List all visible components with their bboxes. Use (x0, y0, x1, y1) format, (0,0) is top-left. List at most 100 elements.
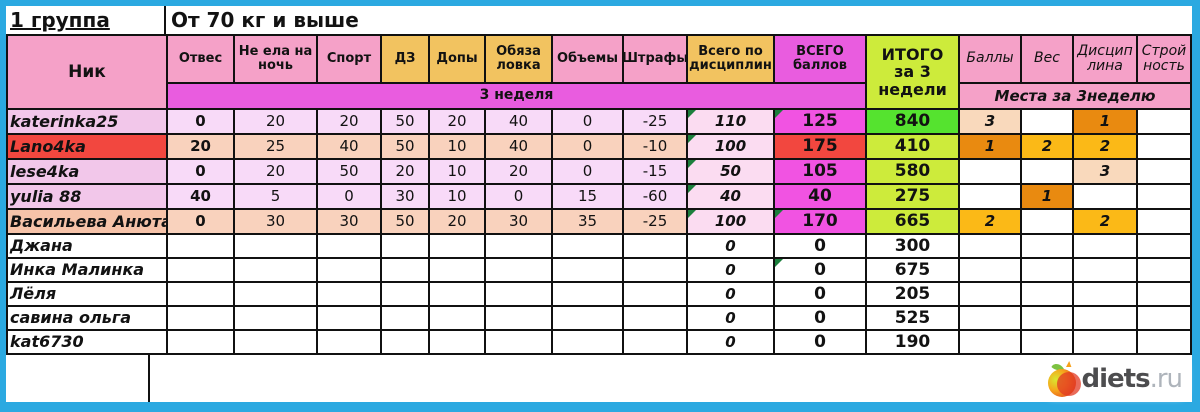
cell-ne-ela-na-noch[interactable] (235, 307, 318, 331)
cell-sport[interactable] (318, 331, 382, 355)
cell-dz[interactable] (382, 331, 430, 355)
cell-itogo[interactable]: 665 (867, 210, 960, 235)
cell-obyemy[interactable]: 0 (553, 110, 624, 135)
cell-obyazalovka[interactable] (486, 331, 553, 355)
cell-obyemy[interactable]: 35 (553, 210, 624, 235)
cell-sport[interactable] (318, 283, 382, 307)
cell-itogo[interactable]: 525 (867, 307, 960, 331)
cell-ne-ela-na-noch[interactable]: 20 (235, 110, 318, 135)
column-header-nick[interactable]: Ник (8, 36, 168, 110)
cell-otves[interactable] (168, 235, 235, 259)
cell-place-disciplina[interactable]: 2 (1074, 210, 1138, 235)
cell-place-ves[interactable] (1022, 259, 1074, 283)
cell-shtrafy[interactable] (624, 307, 688, 331)
cell-ne-ela-na-noch[interactable]: 5 (235, 185, 318, 210)
cell-dz[interactable]: 30 (382, 185, 430, 210)
cell-place-disciplina[interactable] (1074, 307, 1138, 331)
cell-otves[interactable]: 40 (168, 185, 235, 210)
cell-obyazalovka[interactable]: 20 (486, 160, 553, 185)
cell-itogo[interactable]: 675 (867, 259, 960, 283)
cell-sport[interactable]: 50 (318, 160, 382, 185)
column-header-otves[interactable]: Отвес (168, 36, 235, 84)
cell-dopy[interactable]: 10 (430, 185, 486, 210)
cell-place-bally[interactable]: 1 (960, 135, 1022, 160)
cell-ne-ela-na-noch[interactable]: 30 (235, 210, 318, 235)
cell-ne-ela-na-noch[interactable] (235, 235, 318, 259)
cell-obyazalovka[interactable] (486, 235, 553, 259)
cell-ne-ela-na-noch[interactable]: 25 (235, 135, 318, 160)
cell-itogo[interactable]: 300 (867, 235, 960, 259)
cell-shtrafy[interactable]: -25 (624, 210, 688, 235)
cell-place-bally[interactable]: 3 (960, 110, 1022, 135)
cell-dopy[interactable] (430, 235, 486, 259)
cell-shtrafy[interactable]: -60 (624, 185, 688, 210)
cell-place-stroynost[interactable] (1138, 283, 1192, 307)
cell-place-disciplina[interactable]: 1 (1074, 110, 1138, 135)
cell-nick[interactable]: kat6730 (8, 331, 168, 355)
cell-obyazalovka[interactable]: 40 (486, 135, 553, 160)
cell-vsego-po-disciplin[interactable]: 0 (688, 331, 775, 355)
cell-place-bally[interactable] (960, 235, 1022, 259)
cell-vsego-ballov[interactable]: 125 (775, 110, 867, 135)
places-merged-header[interactable]: Места за 3неделю (960, 84, 1192, 110)
column-header-obyemy[interactable]: Объемы (553, 36, 624, 84)
column-header-ne-ela-na-noch[interactable]: Не ела на ночь (235, 36, 318, 84)
cell-vsego-po-disciplin[interactable]: 50 (688, 160, 775, 185)
cell-shtrafy[interactable] (624, 259, 688, 283)
cell-ne-ela-na-noch[interactable] (235, 283, 318, 307)
cell-place-ves[interactable] (1022, 210, 1074, 235)
cell-place-bally[interactable] (960, 259, 1022, 283)
cell-vsego-ballov[interactable]: 105 (775, 160, 867, 185)
cell-vsego-po-disciplin[interactable]: 100 (688, 135, 775, 160)
cell-vsego-ballov[interactable]: 40 (775, 185, 867, 210)
column-header-disciplina[interactable]: Дисцип лина (1074, 36, 1138, 84)
cell-dopy[interactable]: 10 (430, 160, 486, 185)
cell-dopy[interactable]: 10 (430, 135, 486, 160)
cell-obyemy[interactable] (553, 283, 624, 307)
cell-place-stroynost[interactable] (1138, 135, 1192, 160)
cell-shtrafy[interactable]: -15 (624, 160, 688, 185)
cell-place-disciplina[interactable] (1074, 235, 1138, 259)
cell-place-stroynost[interactable] (1138, 160, 1192, 185)
cell-dz[interactable]: 50 (382, 210, 430, 235)
cell-place-disciplina[interactable]: 3 (1074, 160, 1138, 185)
cell-nick[interactable]: lese4ka (8, 160, 168, 185)
cell-vsego-po-disciplin[interactable]: 0 (688, 259, 775, 283)
cell-place-bally[interactable] (960, 160, 1022, 185)
diets-ru-logo[interactable]: diets .ru (1043, 359, 1188, 399)
cell-obyemy[interactable] (553, 307, 624, 331)
column-header-dopy[interactable]: Допы (430, 36, 486, 84)
cell-nick[interactable]: Джана (8, 235, 168, 259)
column-header-grand-total[interactable]: ИТОГО за 3 недели (867, 36, 960, 110)
cell-itogo[interactable]: 275 (867, 185, 960, 210)
cell-obyemy[interactable] (553, 259, 624, 283)
cell-dz[interactable]: 50 (382, 135, 430, 160)
cell-otves[interactable] (168, 331, 235, 355)
cell-place-ves[interactable] (1022, 160, 1074, 185)
cell-nick[interactable]: Инка Малинка (8, 259, 168, 283)
cell-place-stroynost[interactable] (1138, 235, 1192, 259)
cell-vsego-ballov[interactable]: 0 (775, 307, 867, 331)
cell-otves[interactable] (168, 307, 235, 331)
cell-shtrafy[interactable] (624, 331, 688, 355)
cell-nick[interactable]: Васильева Анюта (8, 210, 168, 235)
cell-sport[interactable]: 20 (318, 110, 382, 135)
cell-otves[interactable]: 0 (168, 210, 235, 235)
column-header-sport[interactable]: Спорт (318, 36, 382, 84)
cell-sport[interactable] (318, 259, 382, 283)
column-header-bally[interactable]: Баллы (960, 36, 1022, 84)
cell-dz[interactable]: 50 (382, 110, 430, 135)
cell-place-stroynost[interactable] (1138, 259, 1192, 283)
cell-otves[interactable]: 0 (168, 160, 235, 185)
cell-place-ves[interactable] (1022, 110, 1074, 135)
cell-dopy[interactable] (430, 331, 486, 355)
cell-place-ves[interactable]: 1 (1022, 185, 1074, 210)
cell-dz[interactable]: 20 (382, 160, 430, 185)
cell-place-disciplina[interactable] (1074, 259, 1138, 283)
cell-obyemy[interactable] (553, 235, 624, 259)
cell-otves[interactable] (168, 259, 235, 283)
cell-obyazalovka[interactable]: 0 (486, 185, 553, 210)
cell-obyemy[interactable]: 15 (553, 185, 624, 210)
cell-vsego-po-disciplin[interactable]: 0 (688, 283, 775, 307)
column-header-vsego-po-disciplin[interactable]: Всего по дисциплин (688, 36, 775, 84)
